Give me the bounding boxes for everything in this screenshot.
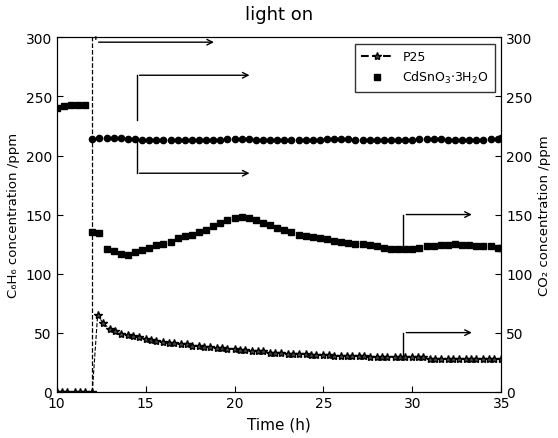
Y-axis label: C₆H₆ concentration /ppm: C₆H₆ concentration /ppm xyxy=(7,133,20,297)
Y-axis label: CO₂ concentration /ppm: CO₂ concentration /ppm xyxy=(538,135,551,295)
Text: light on: light on xyxy=(245,6,313,24)
Legend: P25, CdSnO$_3$$\cdot$3H$_2$O: P25, CdSnO$_3$$\cdot$3H$_2$O xyxy=(355,45,495,92)
X-axis label: Time (h): Time (h) xyxy=(247,416,311,431)
